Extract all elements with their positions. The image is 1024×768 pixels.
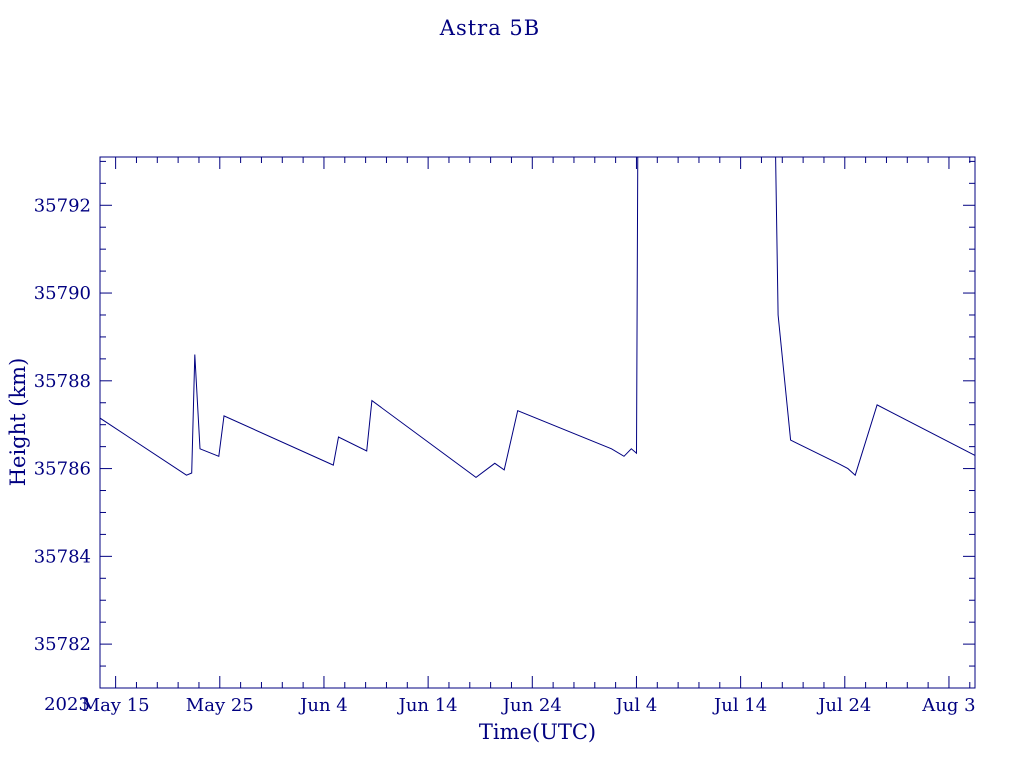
x-tick-label: May 15 xyxy=(82,695,150,716)
x-axis-label: Time(UTC) xyxy=(478,720,597,744)
x-tick-label: Jun 24 xyxy=(501,695,562,716)
y-tick-label: 35786 xyxy=(34,459,91,480)
x-tick-label: May 25 xyxy=(186,695,254,716)
x-tick-label: Jul 14 xyxy=(712,695,767,716)
x-tick-label: Aug 3 xyxy=(921,695,975,716)
x-axis-year-label: 2023 xyxy=(44,694,90,715)
y-tick-label: 35790 xyxy=(34,283,91,304)
y-tick-label: 35784 xyxy=(34,546,91,567)
y-tick-label: 35788 xyxy=(34,371,91,392)
x-tick-label: Jun 4 xyxy=(298,695,348,716)
y-tick-label: 35792 xyxy=(34,195,91,216)
y-tick-label: 35782 xyxy=(34,634,91,655)
height-line xyxy=(100,157,975,479)
chart-title: Astra 5B xyxy=(439,16,541,40)
x-tick-label: Jun 14 xyxy=(397,695,458,716)
x-tick-label: Jul 24 xyxy=(816,695,871,716)
plot-frame xyxy=(99,156,976,689)
x-tick-label: Jul 4 xyxy=(614,695,658,716)
